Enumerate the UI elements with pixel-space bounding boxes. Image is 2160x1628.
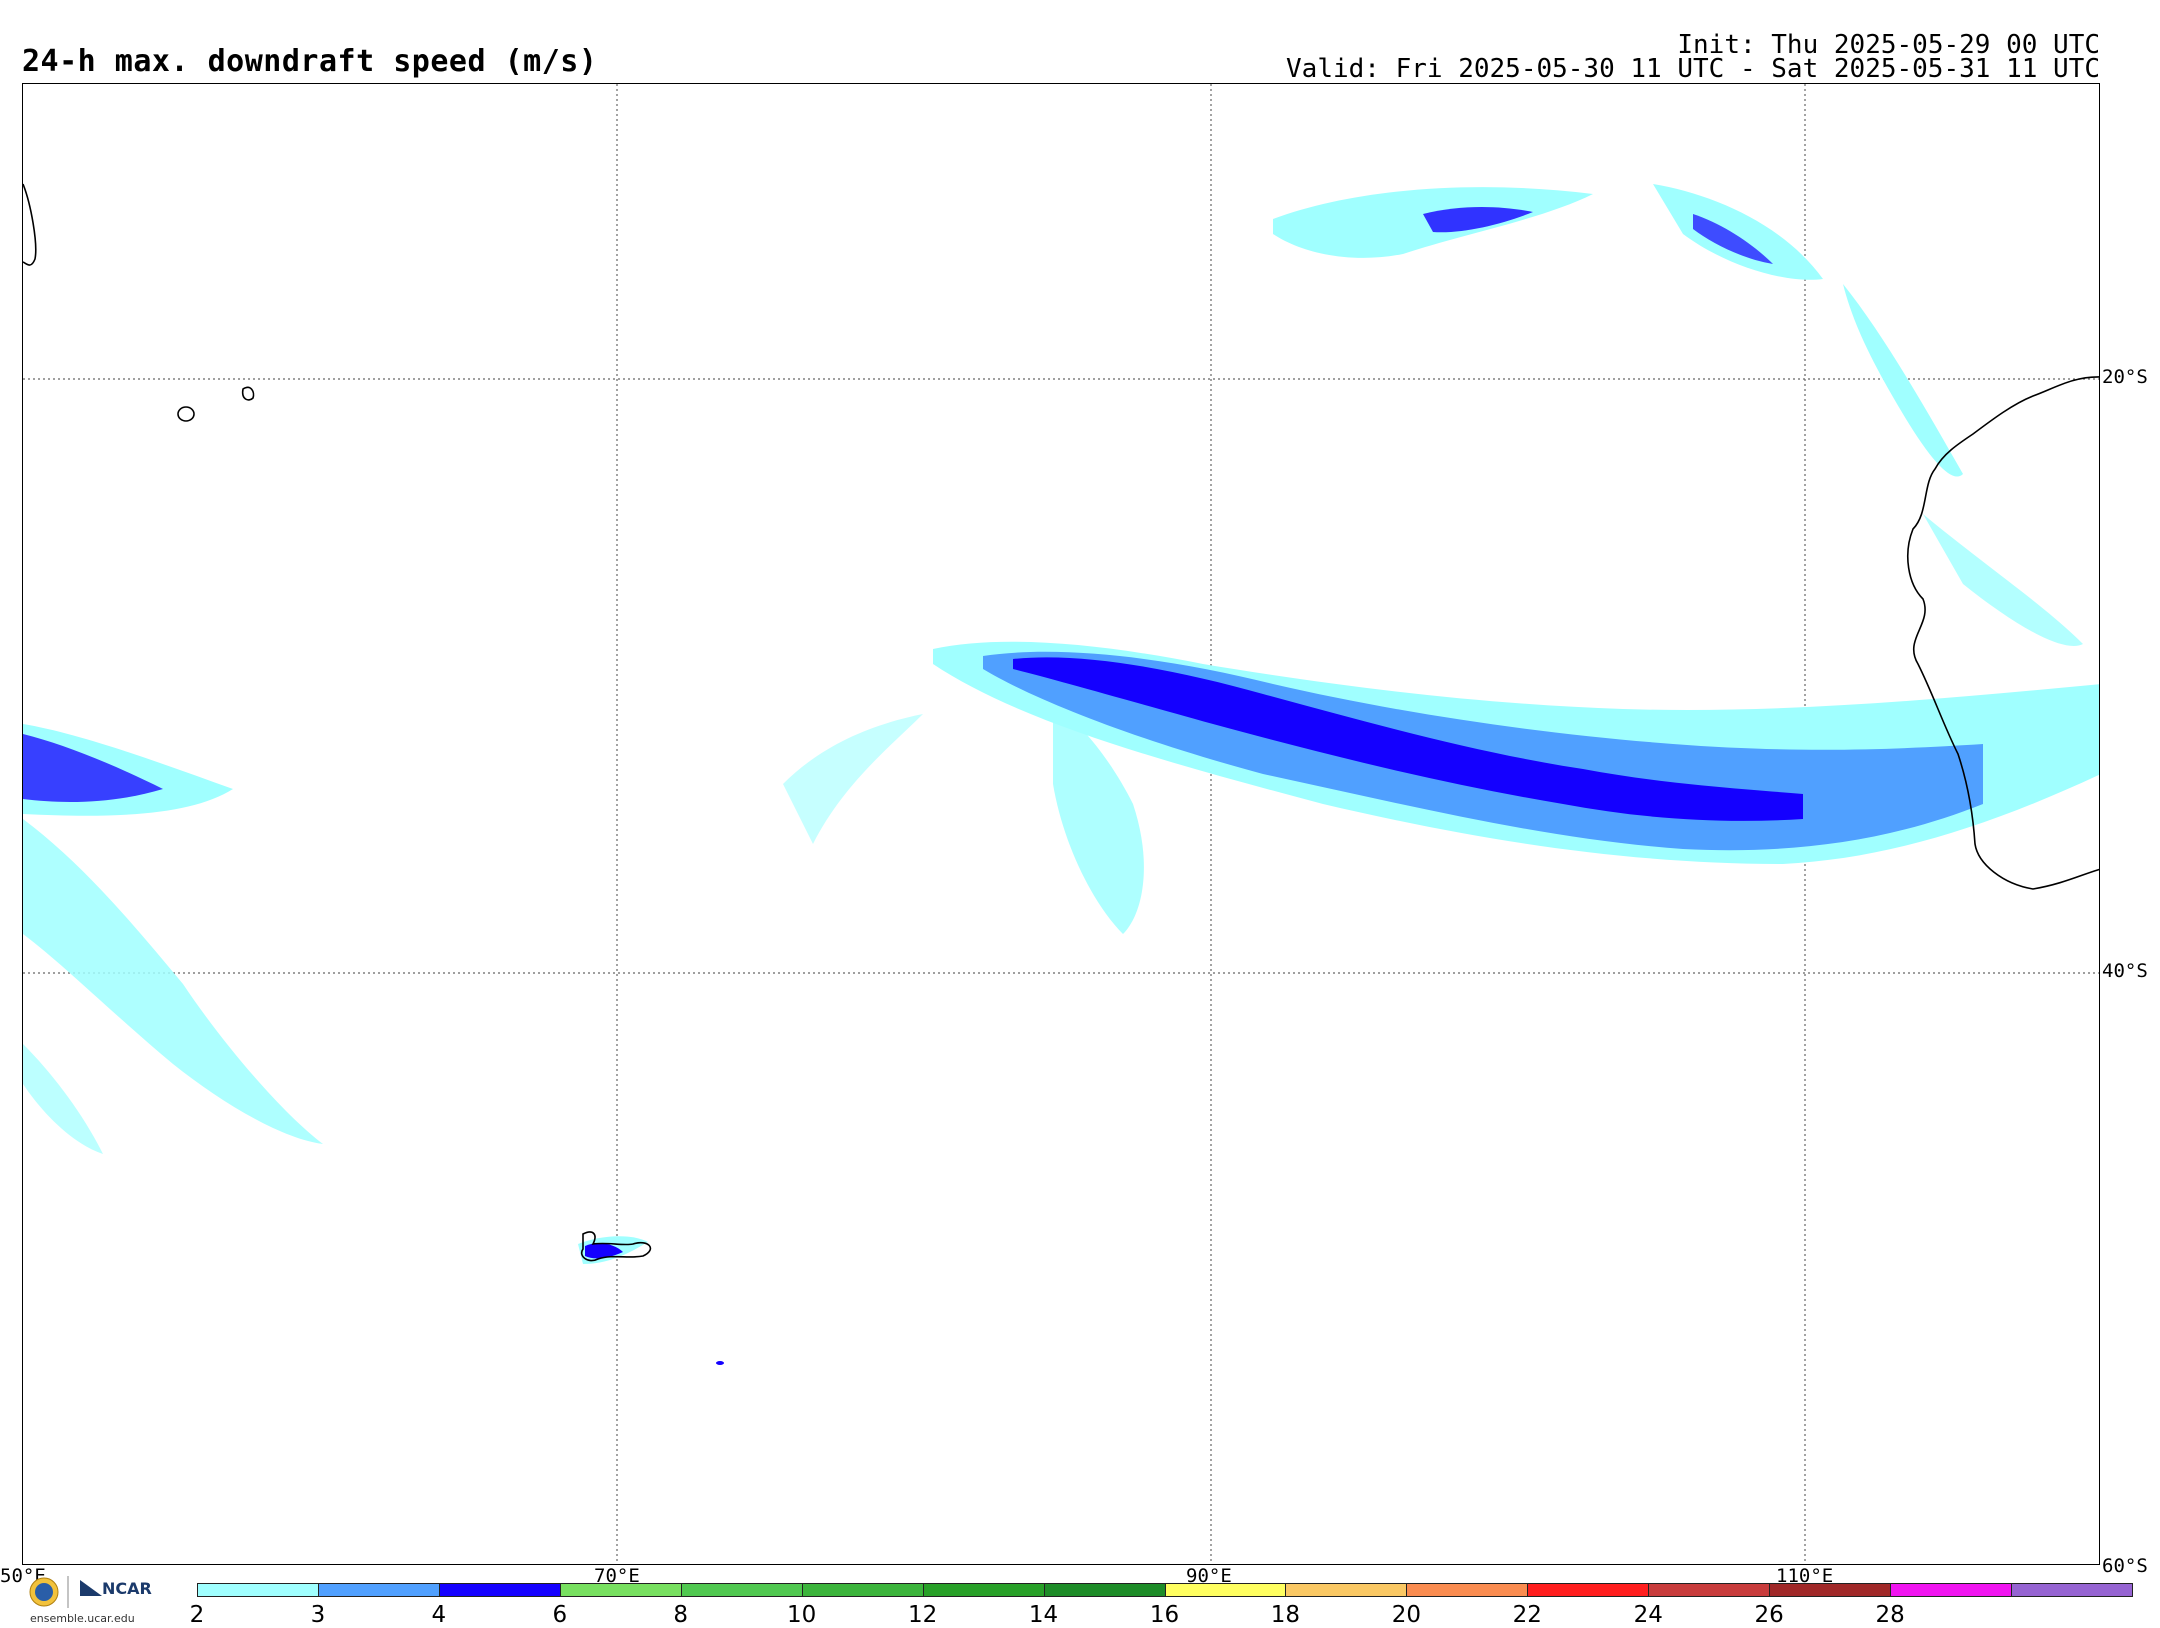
colorbar-tick-label: 6: [552, 1602, 568, 1628]
lon-label-110e: 110°E: [1776, 1565, 1834, 1587]
colorbar-cell: [1769, 1583, 1892, 1597]
colorbar: [197, 1583, 2133, 1597]
colorbar-tick-label: 16: [1149, 1602, 1180, 1628]
colorbar-cell: [197, 1583, 319, 1597]
colorbar-cell: [1043, 1583, 1166, 1597]
map-canvas: [23, 84, 2099, 1564]
lon-label-90e: 90°E: [1186, 1565, 1232, 1587]
colorbar-tick-label: 20: [1391, 1602, 1422, 1628]
lat-label-40s: 40°S: [2102, 960, 2148, 982]
colorbar-tick-label: 18: [1270, 1602, 1301, 1628]
colorbar-cell: [1648, 1583, 1771, 1597]
colorbar-tick-label: 3: [310, 1602, 326, 1628]
lat-label-20s: 20°S: [2102, 366, 2148, 388]
colorbar-tick-label: 28: [1875, 1602, 1905, 1628]
colorbar-cell: [1890, 1583, 2013, 1597]
colorbar-cell: [1527, 1583, 1650, 1597]
australia-coast: [1907, 376, 2099, 890]
map-title: 24-h max. downdraft speed (m/s): [22, 44, 598, 79]
colorbar-tick-label: 24: [1633, 1602, 1663, 1628]
colorbar-cell: [317, 1583, 440, 1597]
colorbar-cell: [922, 1583, 1045, 1597]
colorbar-tick-label: 4: [431, 1602, 447, 1628]
colorbar-tick-label: 8: [673, 1602, 689, 1628]
kerguelen-coast: [580, 1231, 652, 1262]
colorbar-cell: [680, 1583, 803, 1597]
colorbar-cell: [438, 1583, 561, 1597]
lon-label-70e: 70°E: [594, 1565, 640, 1587]
colorbar-tick-label: 12: [907, 1602, 938, 1628]
nsf-ncar-logo: [29, 1576, 102, 1608]
init-time: Init: Thu 2025-05-29 00 UTC: [1677, 30, 2100, 60]
colorbar-tick-label: 2: [189, 1602, 205, 1628]
coastlines: [23, 183, 2099, 1262]
heard-island-patch: [716, 1361, 724, 1365]
colorbar-tick-label: 10: [787, 1602, 817, 1628]
colorbar-tick-label: 26: [1754, 1602, 1784, 1628]
map-panel: [22, 83, 2100, 1565]
colorbar-cell: [1406, 1583, 1529, 1597]
colorbar-cell: [801, 1583, 924, 1597]
colorbar-cell: [559, 1583, 682, 1597]
ncar-label: NCAR: [102, 1579, 152, 1598]
west-patches: [23, 724, 323, 1154]
colorbar-tick-label: 22: [1512, 1602, 1542, 1628]
colorbar-cell: [1164, 1583, 1287, 1597]
lat-label-60s: 60°S: [2102, 1555, 2148, 1577]
mauritius-coast: [241, 386, 255, 401]
colorbar-tick-label: 14: [1028, 1602, 1059, 1628]
north-patches: [1273, 184, 2083, 646]
colorbar-cell: [2011, 1583, 2133, 1597]
ncar-logo-icon: [80, 1580, 102, 1596]
colorbar-cell: [1285, 1583, 1408, 1597]
reunion-coast: [177, 406, 195, 422]
madagascar-coast: [23, 183, 37, 266]
kerguelen-patch: [578, 1236, 724, 1365]
downdraft-band: [783, 641, 2099, 934]
valid-time: Valid: Fri 2025-05-30 11 UTC - Sat 2025-…: [1286, 54, 2100, 84]
ensemble-url: ensemble.ucar.edu: [30, 1612, 135, 1625]
